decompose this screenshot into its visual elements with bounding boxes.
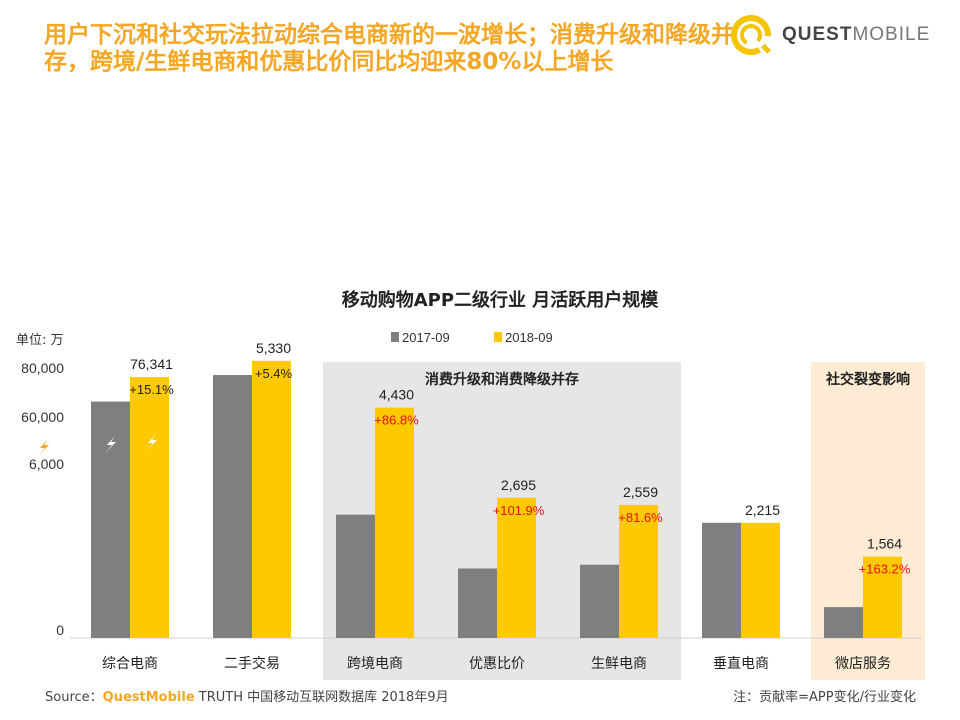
bar-2017-09-1 (213, 375, 252, 638)
data-label-growth: +101.9% (493, 503, 545, 518)
y-tick-label: 0 (56, 622, 64, 638)
bar-2017-09-2 (336, 514, 375, 638)
bar-2018-09-4 (619, 504, 658, 638)
x-tick-label: 垂直电商 (713, 655, 769, 672)
x-tick-label: 生鲜电商 (591, 656, 647, 672)
bar-2017-09-0 (91, 401, 130, 638)
data-label-value: 76,341 (130, 356, 173, 372)
legend-label-2017-09: 2017-09 (402, 330, 450, 345)
y-tick-label: 60,000 (21, 409, 64, 425)
bar-2018-09-6 (863, 556, 902, 638)
footnote: 注：贡献率=APP变化/行业变化 (733, 690, 916, 705)
bar-2018-09-1 (252, 360, 291, 638)
logo-wordmark: QUESTMOBILE (782, 24, 931, 45)
legend-label-2018-09: 2018-09 (505, 330, 553, 345)
legend-swatch-2018-09 (494, 332, 502, 342)
data-label-growth: +5.4% (255, 366, 293, 381)
x-tick-label: 综合电商 (102, 656, 158, 672)
bar-2018-09-5 (741, 522, 780, 638)
y-tick-label: 80,000 (21, 360, 64, 376)
bar-2017-09-5 (702, 522, 741, 638)
chart-title: 移动购物APP二级行业 月活跃用户规模 (342, 289, 660, 311)
panel-label-2: 社交裂变影响 (825, 371, 910, 388)
legend-swatch-2017-09 (391, 332, 399, 342)
data-label-value: 2,215 (745, 502, 780, 518)
x-tick-label: 二手交易 (224, 655, 280, 672)
data-label-value: 5,330 (256, 340, 291, 356)
bar-break-icon (105, 436, 116, 453)
panel-label-1: 消费升级和消费降级并存 (425, 371, 579, 388)
axis-break-icon (38, 439, 49, 456)
data-label-value: 2,559 (623, 484, 658, 500)
y-tick-label: 6,000 (29, 456, 64, 472)
data-label-value: 1,564 (867, 536, 902, 552)
source-note: Source：QuestMobile TRUTH 中国移动互联网数据库 2018… (45, 690, 449, 705)
bar-2017-09-6 (824, 607, 863, 638)
bar-2018-09-2 (375, 407, 414, 638)
data-label-growth: +163.2% (859, 562, 911, 577)
data-label-growth: +81.6% (618, 510, 663, 525)
questmobile-logo: QUESTMOBILE (728, 12, 930, 58)
bar-2017-09-3 (458, 568, 497, 638)
x-tick-label: 微店服务 (835, 656, 891, 672)
x-tick-label: 优惠比价 (469, 656, 525, 672)
data-label-growth: +15.1% (129, 382, 174, 397)
data-label-growth: +86.8% (374, 413, 419, 428)
data-label-value: 4,430 (379, 387, 414, 403)
questmobile-logo-icon (731, 15, 771, 55)
data-label-value: 2,695 (501, 477, 536, 493)
headline: 用户下沉和社交玩法拉动综合电商新的一波增长；消费升级和降级并存，跨境/生鲜电商和… (44, 22, 734, 75)
bar-2017-09-4 (580, 564, 619, 638)
bar-break-icon (146, 434, 157, 451)
bar-2018-09-3 (497, 497, 536, 638)
x-tick-label: 跨境电商 (347, 656, 403, 672)
bar-2018-09-0 (130, 376, 169, 638)
unit-label: 单位: 万 (16, 333, 64, 348)
